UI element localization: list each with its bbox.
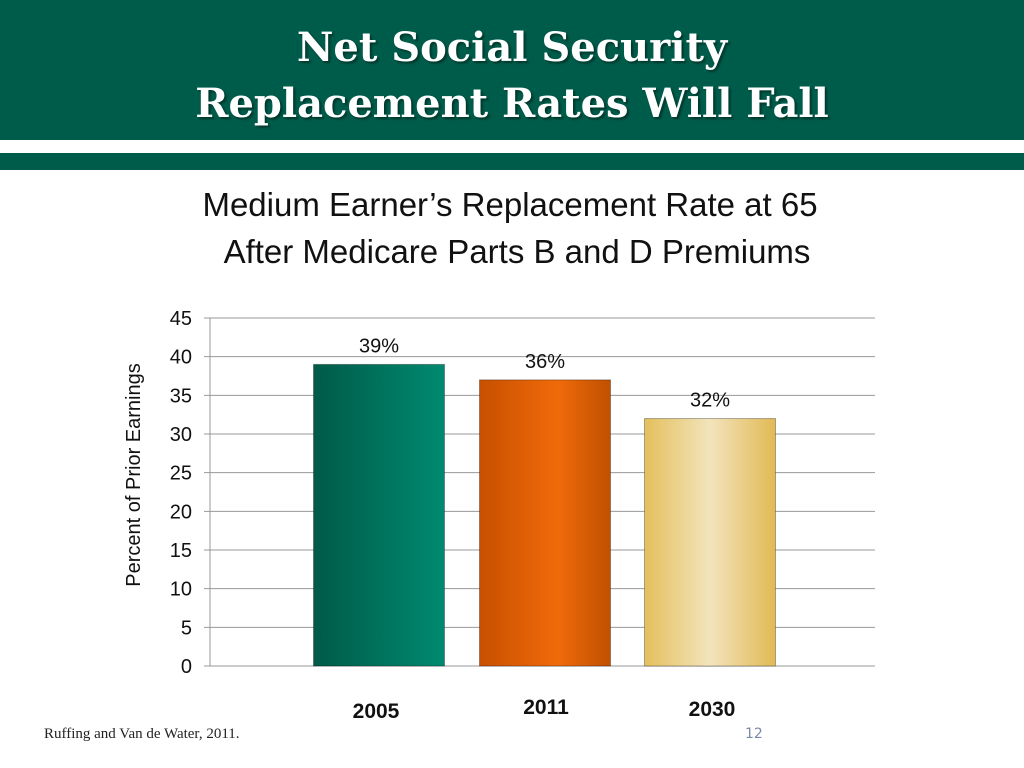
y-tick-label: 25 <box>170 463 192 485</box>
chart-title-line1: Medium Earner’s Replacement Rate at 65 <box>202 186 818 223</box>
header-bar <box>0 0 1024 140</box>
x-tick-label: 2011 <box>523 696 569 719</box>
y-tick-label: 5 <box>181 617 192 639</box>
page-number: 12 <box>745 726 763 742</box>
data-label: 39% <box>359 335 399 357</box>
bar-2011 <box>479 379 611 667</box>
chart-title-line2: After Medicare Parts B and D Premiums <box>223 233 811 270</box>
y-tick-label: 35 <box>170 385 192 407</box>
source-citation: Ruffing and Van de Water, 2011. <box>44 726 240 742</box>
y-tick-label: 30 <box>170 424 192 446</box>
y-tick-label: 15 <box>170 540 192 562</box>
slide-title-line1: Net Social Security <box>296 24 728 71</box>
data-label: 36% <box>525 351 565 373</box>
y-axis-label: Percent of Prior Earnings <box>123 363 145 586</box>
y-tick-label: 40 <box>170 347 192 369</box>
bar-2030 <box>644 418 776 667</box>
y-tick-label: 45 <box>170 308 192 330</box>
bar-2005 <box>313 363 445 667</box>
data-label: 32% <box>690 390 730 412</box>
x-tick-label: 2030 <box>689 698 736 721</box>
y-tick-label: 0 <box>181 656 192 678</box>
slide-title-line2: Replacement Rates Will Fall <box>195 80 829 127</box>
y-tick-label: 10 <box>170 579 192 601</box>
y-tick-label: 20 <box>170 501 192 523</box>
x-tick-label: 2005 <box>353 700 400 723</box>
header-stripe <box>0 153 1024 170</box>
